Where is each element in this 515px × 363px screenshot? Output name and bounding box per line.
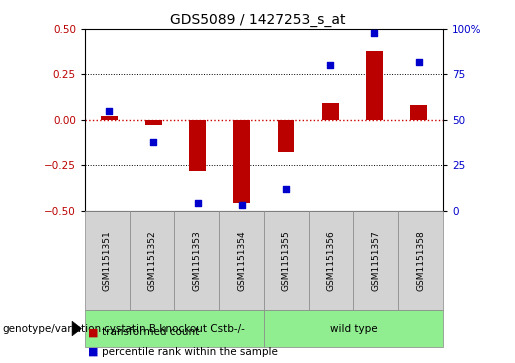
- Point: [326, 62, 334, 68]
- Text: transformed count: transformed count: [102, 327, 199, 337]
- Text: percentile rank within the sample: percentile rank within the sample: [102, 347, 278, 357]
- Text: GSM1151357: GSM1151357: [371, 230, 380, 291]
- Bar: [145, 120, 162, 125]
- Text: GSM1151354: GSM1151354: [237, 230, 246, 291]
- Text: GDS5089 / 1427253_s_at: GDS5089 / 1427253_s_at: [170, 13, 345, 27]
- Bar: [189, 120, 206, 171]
- Text: GSM1151351: GSM1151351: [103, 230, 112, 291]
- Bar: [278, 120, 295, 152]
- Point: [282, 186, 290, 192]
- Text: ■: ■: [88, 347, 98, 357]
- Point: [149, 139, 158, 144]
- Point: [370, 30, 379, 36]
- Point: [105, 108, 113, 114]
- Text: GSM1151355: GSM1151355: [282, 230, 291, 291]
- Text: genotype/variation: genotype/variation: [3, 323, 101, 334]
- Text: GSM1151358: GSM1151358: [416, 230, 425, 291]
- Bar: [410, 105, 427, 120]
- Text: ■: ■: [88, 327, 98, 337]
- Text: cystatin B knockout Cstb-/-: cystatin B knockout Cstb-/-: [104, 323, 245, 334]
- Text: GSM1151352: GSM1151352: [148, 230, 157, 291]
- Text: GSM1151353: GSM1151353: [192, 230, 201, 291]
- Point: [415, 59, 423, 65]
- Bar: [101, 116, 117, 120]
- Bar: [366, 51, 383, 120]
- Bar: [233, 120, 250, 203]
- Text: GSM1151356: GSM1151356: [327, 230, 336, 291]
- Text: wild type: wild type: [330, 323, 377, 334]
- Bar: [322, 103, 339, 120]
- Point: [238, 202, 246, 208]
- Point: [194, 200, 202, 206]
